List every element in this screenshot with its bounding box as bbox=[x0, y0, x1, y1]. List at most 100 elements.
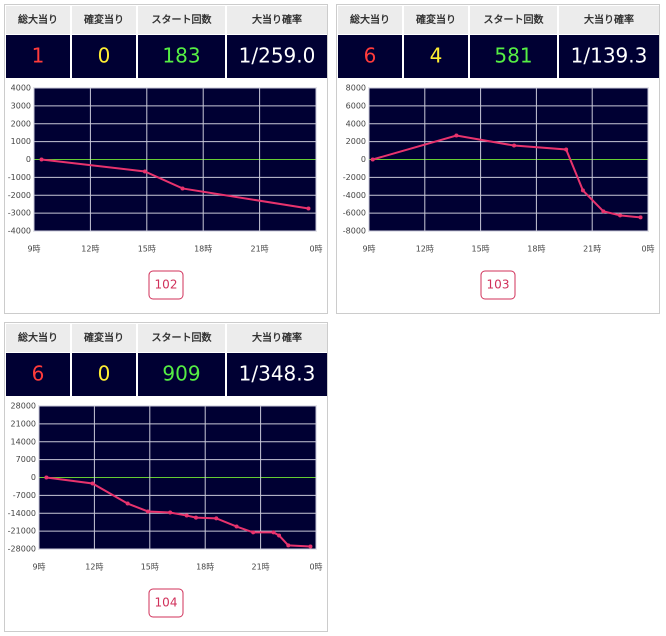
y-tick-label: -7000 bbox=[13, 491, 36, 500]
link-button[interactable] bbox=[148, 588, 184, 618]
link-button[interactable] bbox=[148, 270, 184, 300]
y-tick-label: 21000 bbox=[11, 419, 36, 428]
header-cell bbox=[227, 324, 327, 352]
header-label: 総大当り bbox=[350, 13, 390, 26]
y-tick-label: -1000 bbox=[8, 173, 31, 182]
data-point bbox=[306, 206, 311, 211]
link-button-label[interactable]: 103 bbox=[487, 278, 510, 292]
data-point bbox=[90, 481, 95, 486]
y-tick-label: -2000 bbox=[343, 173, 366, 182]
y-tick-label: -8000 bbox=[343, 227, 366, 236]
header-cell bbox=[138, 324, 225, 352]
header-label: 大当り確率 bbox=[584, 13, 634, 26]
y-tick-label: 2000 bbox=[11, 119, 31, 128]
data-point bbox=[234, 524, 239, 529]
y-tick-label: 2000 bbox=[346, 137, 366, 146]
y-tick-label: 14000 bbox=[11, 437, 36, 446]
header-cell bbox=[6, 6, 70, 34]
header-cell bbox=[6, 324, 70, 352]
value-cell bbox=[6, 353, 70, 396]
x-tick-label: 15時 bbox=[141, 563, 159, 572]
data-point bbox=[618, 213, 623, 218]
y-tick-label: -28000 bbox=[8, 545, 36, 554]
data-point bbox=[454, 133, 459, 138]
stat-value: 1/348.3 bbox=[239, 362, 316, 386]
data-point bbox=[193, 515, 198, 520]
data-point bbox=[286, 543, 291, 548]
header-label: スタート回数 bbox=[152, 331, 213, 344]
header-cell bbox=[559, 6, 659, 34]
stat-value: 4 bbox=[430, 44, 443, 68]
y-tick-label: -2000 bbox=[8, 191, 31, 200]
x-tick-label: 9時 bbox=[362, 245, 375, 254]
value-cell bbox=[138, 35, 225, 78]
y-tick-label: 0 bbox=[31, 473, 36, 482]
value-cell bbox=[338, 35, 402, 78]
value-cell bbox=[72, 353, 136, 396]
y-tick-label: 0 bbox=[26, 155, 31, 164]
data-point bbox=[125, 501, 130, 506]
y-tick-label: -14000 bbox=[8, 509, 36, 518]
x-tick-label: 9時 bbox=[32, 563, 45, 572]
link-button[interactable] bbox=[480, 270, 516, 300]
stat-value: 6 bbox=[364, 44, 377, 68]
x-tick-label: 18時 bbox=[194, 245, 212, 254]
x-tick-label: 12時 bbox=[81, 245, 99, 254]
stat-value: 581 bbox=[494, 44, 532, 68]
data-point bbox=[370, 157, 375, 162]
data-point bbox=[601, 209, 606, 214]
data-point bbox=[638, 215, 643, 220]
stat-value: 1/139.3 bbox=[571, 44, 648, 68]
x-tick-label: 0時 bbox=[641, 245, 654, 254]
x-tick-label: 15時 bbox=[472, 245, 490, 254]
data-point bbox=[214, 516, 219, 521]
value-cell bbox=[6, 35, 70, 78]
x-tick-label: 21時 bbox=[252, 563, 270, 572]
link-button-label[interactable]: 102 bbox=[155, 278, 178, 292]
y-tick-label: 0 bbox=[361, 155, 366, 164]
y-tick-label: 1000 bbox=[11, 137, 31, 146]
header-cell bbox=[227, 6, 327, 34]
data-point bbox=[145, 509, 150, 514]
header-cell bbox=[72, 324, 136, 352]
stat-value: 6 bbox=[32, 362, 45, 386]
header-label: 確変当り bbox=[84, 13, 124, 26]
y-tick-label: 6000 bbox=[346, 101, 366, 110]
value-cell bbox=[227, 353, 327, 396]
y-tick-label: -3000 bbox=[8, 209, 31, 218]
series-line bbox=[41, 158, 309, 210]
x-tick-label: 18時 bbox=[527, 245, 545, 254]
header-cell bbox=[470, 6, 557, 34]
x-tick-label: 21時 bbox=[583, 245, 601, 254]
header-cell bbox=[404, 6, 468, 34]
data-point bbox=[142, 169, 147, 174]
y-tick-label: 7000 bbox=[16, 455, 36, 464]
x-tick-label: 21時 bbox=[251, 245, 269, 254]
stat-value: 0 bbox=[98, 362, 111, 386]
data-point bbox=[580, 188, 585, 193]
value-cell bbox=[227, 35, 327, 78]
stat-value: 1/259.0 bbox=[239, 44, 316, 68]
y-tick-label: 4000 bbox=[346, 119, 366, 128]
x-tick-label: 9時 bbox=[27, 245, 40, 254]
y-tick-label: 4000 bbox=[11, 84, 31, 93]
stat-value: 0 bbox=[98, 44, 111, 68]
header-label: 確変当り bbox=[416, 13, 456, 26]
series-line bbox=[372, 134, 641, 219]
x-tick-label: 0時 bbox=[309, 245, 322, 254]
x-tick-label: 12時 bbox=[416, 245, 434, 254]
header-label: 確変当り bbox=[84, 331, 124, 344]
value-cell bbox=[138, 353, 225, 396]
stat-value: 1 bbox=[32, 44, 45, 68]
data-point bbox=[308, 544, 313, 549]
value-cell bbox=[72, 35, 136, 78]
link-button-label[interactable]: 104 bbox=[155, 596, 178, 610]
header-label: 総大当り bbox=[18, 13, 58, 26]
y-tick-label: -21000 bbox=[8, 527, 36, 536]
x-tick-label: 18時 bbox=[196, 563, 214, 572]
header-cell bbox=[338, 6, 402, 34]
data-point bbox=[271, 530, 276, 535]
y-tick-label: -4000 bbox=[343, 191, 366, 200]
stat-value: 909 bbox=[162, 362, 200, 386]
